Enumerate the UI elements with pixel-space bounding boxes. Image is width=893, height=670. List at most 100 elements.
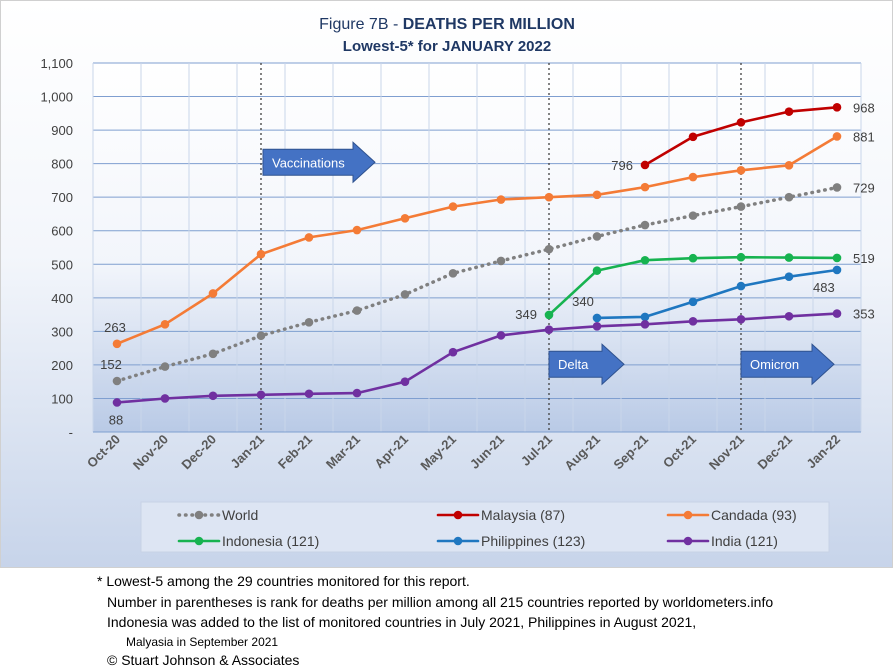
data-point [208,289,218,298]
y-tick-label: 400 [51,291,73,306]
data-point [352,388,362,398]
x-tick-label: Jun-21 [467,432,507,472]
data-point [688,297,698,307]
data-point [688,172,698,182]
data-point [112,398,122,407]
y-tick-label: 600 [51,224,73,239]
x-tick-label: Jan-22 [803,432,843,472]
data-point [400,377,410,386]
data-point [784,161,794,170]
annotation-label: Delta [558,357,589,372]
data-label: 968 [853,100,875,115]
data-point [256,390,266,400]
x-tick-label: Sep-21 [610,432,651,473]
legend-label: Philippines (123) [481,533,585,549]
legend-box [140,501,830,553]
data-point [544,310,554,320]
data-point [352,306,362,315]
data-point [832,265,842,275]
data-point [112,339,122,349]
chart-subtitle: Lowest-5* for JANUARY 2022 [343,38,551,55]
legend-marker [453,510,463,520]
data-point [688,253,698,263]
y-tick-label: 700 [51,190,73,205]
data-point [688,317,698,326]
legend-label: Indonesia (121) [222,533,319,549]
data-label: 88 [109,412,123,427]
data-point [496,195,506,204]
data-label: 152 [100,357,122,372]
data-point [640,255,650,265]
data-point [736,202,746,211]
y-tick-label: 300 [51,324,73,339]
data-label: 349 [515,307,537,322]
data-point [784,192,794,202]
data-point [400,214,410,223]
x-tick-label: Nov-20 [130,432,171,473]
annotation-label: Omicron [750,357,799,372]
data-point [640,220,650,230]
data-point [256,249,266,259]
legend-marker [683,510,693,520]
data-label: 729 [853,180,875,195]
data-label: 340 [572,294,594,309]
data-point [784,272,794,281]
data-point [736,314,746,324]
data-point [832,183,842,192]
y-tick-label: - [69,425,73,440]
data-point [496,256,506,266]
legend-label: India (121) [711,533,778,549]
data-point [592,190,602,200]
data-point [640,312,650,322]
data-point [832,132,842,141]
data-point [592,266,602,275]
y-tick-label: 100 [51,391,73,406]
data-point [688,132,698,142]
data-point [304,233,314,242]
data-point [544,244,554,254]
data-point [640,182,650,192]
footnote-copyright: © Stuart Johnson & Associates [107,652,300,668]
x-tick-label: Dec-21 [754,432,795,473]
footnote-malaysia: Malyasia in September 2021 [126,635,279,649]
x-tick-label: Nov-21 [706,432,747,473]
series-line [115,185,839,383]
data-point [304,318,314,327]
data-point [736,281,746,291]
x-tick-label: Jan-21 [227,432,267,472]
data-point [304,389,314,399]
series-line [115,135,839,346]
footnote-added: Indonesia was added to the list of monit… [107,614,697,630]
chart-title: Figure 7B - DEATHS PER MILLION [319,16,575,33]
data-point [160,320,170,329]
data-point [784,253,794,262]
data-point [736,118,746,127]
data-label: 796 [611,158,633,173]
legend-label: Malaysia (87) [481,507,565,523]
data-point [736,252,746,262]
x-tick-label: Mar-21 [323,432,363,472]
data-point [400,290,410,299]
legend-marker [453,536,463,546]
series-line [115,312,839,404]
data-point [640,320,650,329]
data-point [544,325,554,334]
x-tick-label: Apr-21 [371,432,411,472]
x-tick-label: Dec-20 [178,432,219,473]
y-tick-label: 200 [51,358,73,373]
footnote-lowest5: * Lowest-5 among the 29 countries monito… [97,573,470,589]
data-point [688,211,698,220]
data-point [160,362,170,371]
data-point [112,376,122,386]
data-point [832,253,842,263]
data-point [448,269,458,278]
data-label: 483 [813,280,835,295]
data-point [736,166,746,175]
data-label: 263 [104,320,126,335]
x-tick-label: May-21 [417,432,459,474]
x-tick-label: Aug-21 [561,432,603,474]
series-line [595,268,839,320]
footnote-rank: Number in parentheses is rank for deaths… [107,594,774,610]
x-tick-label: Oct-20 [84,432,123,471]
data-label: 881 [853,129,875,144]
